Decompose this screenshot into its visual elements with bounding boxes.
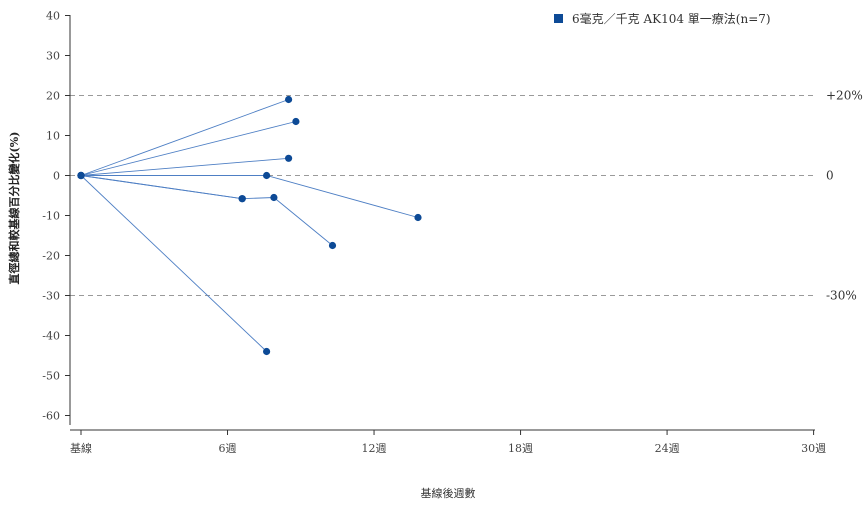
x-tick-label: 30週 xyxy=(801,442,826,455)
x-axis-ticks: 基線 6週 12週 18週 24週 30週 xyxy=(70,430,826,455)
x-tick-label: 基線 xyxy=(70,441,92,455)
y-tick-label: -50 xyxy=(42,370,60,383)
reference-label: +20% xyxy=(826,89,863,103)
data-point xyxy=(285,154,293,162)
axes xyxy=(69,15,815,431)
y-tick-label: 0 xyxy=(53,170,60,183)
reference-lines: +20% 0 -30% xyxy=(70,89,863,303)
series-lines xyxy=(80,99,419,352)
series-line xyxy=(80,121,297,176)
legend-label: 6毫克／千克 AK104 單一療法(n=7) xyxy=(572,11,771,26)
data-point xyxy=(285,95,293,104)
y-tick-label: 20 xyxy=(46,90,60,103)
y-tick-label: -20 xyxy=(42,250,60,263)
series-line xyxy=(80,157,289,176)
data-point xyxy=(414,213,422,222)
y-tick-label: 30 xyxy=(46,50,60,63)
data-point xyxy=(328,241,337,250)
x-tick-label: 12週 xyxy=(362,442,387,455)
x-tick-label: 24週 xyxy=(655,442,680,455)
y-axis-ticks: 40 30 20 10 0 -10 -20 -30 -40 -50 -60 xyxy=(42,10,70,423)
legend-swatch xyxy=(554,14,563,23)
x-tick-label: 6週 xyxy=(219,442,237,455)
reference-label: 0 xyxy=(826,169,834,183)
data-point xyxy=(292,117,300,126)
y-tick-label: -60 xyxy=(42,410,60,423)
series-points xyxy=(77,95,422,356)
data-point xyxy=(263,171,271,180)
y-tick-label: -40 xyxy=(42,330,60,343)
data-point xyxy=(270,193,278,202)
y-tick-label: 40 xyxy=(46,10,60,23)
y-tick-label: 10 xyxy=(46,130,60,143)
series-line xyxy=(81,175,419,218)
y-tick-label: -30 xyxy=(42,290,60,303)
y-tick-label: -10 xyxy=(42,210,60,223)
data-point xyxy=(238,195,246,203)
series-line xyxy=(80,175,267,352)
series-line xyxy=(80,175,333,246)
x-axis-label: 基線後週數 xyxy=(421,486,476,500)
data-point xyxy=(77,171,85,180)
reference-label: -30% xyxy=(826,289,857,303)
x-tick-label: 18週 xyxy=(508,442,533,455)
y-axis-label: 直徑總和較基線百分比變化(%) xyxy=(7,132,21,285)
data-point xyxy=(263,347,271,356)
legend: 6毫克／千克 AK104 單一療法(n=7) xyxy=(554,11,771,26)
series-line xyxy=(80,99,289,176)
